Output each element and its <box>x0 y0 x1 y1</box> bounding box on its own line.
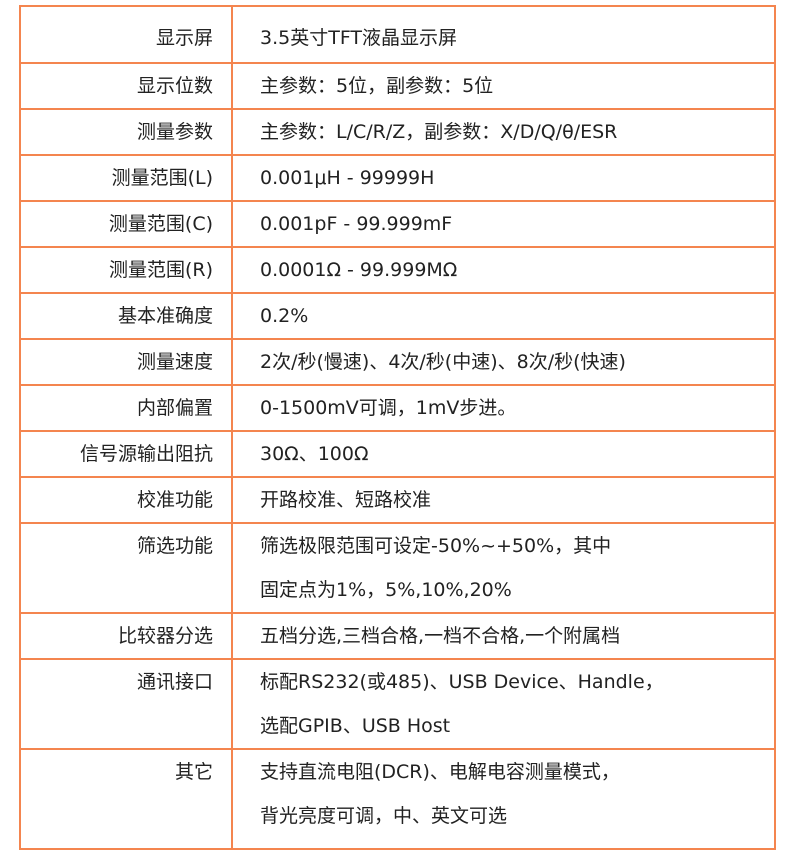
spec-value-cell: 0.001pF - 99.999mF <box>231 200 776 248</box>
spec-label-cell: 测量范围(C) <box>19 200 233 248</box>
spec-label: 信号源输出阻抗 <box>79 443 213 465</box>
spec-label-cell: 校准功能 <box>19 476 233 524</box>
spec-row: 筛选功能 筛选极限范围可设定-50%~+50%，其中 固定点为1%，5%,10%,2… <box>19 522 776 614</box>
spec-value-line: 固定点为1%，5%,10%,20% <box>260 579 512 601</box>
spec-label-cell: 显示位数 <box>19 62 233 110</box>
spec-label: 校准功能 <box>136 489 213 511</box>
spec-label: 测量速度 <box>136 351 213 373</box>
spec-row: 测量范围(C) 0.001pF - 99.999mF <box>19 200 776 248</box>
spec-label: 测量范围(R) <box>108 259 213 281</box>
spec-value-line: 主参数：L/C/R/Z，副参数：X/D/Q/θ/ESR <box>260 121 618 143</box>
spec-label-cell: 测量速度 <box>19 338 233 386</box>
spec-value-line: 五档分选,三档合格,一档不合格,一个附属档 <box>260 625 621 647</box>
spec-row: 测量参数 主参数：L/C/R/Z，副参数：X/D/Q/θ/ESR <box>19 108 776 156</box>
spec-value-cell: 标配RS232(或485)、USB Device、Handle， 选配GPIB、U… <box>231 658 776 750</box>
spec-label-cell: 通讯接口 <box>19 658 233 750</box>
spec-label: 显示屏 <box>155 27 213 49</box>
spec-value-line: 支持直流电阻(DCR)、电解电容测量模式， <box>260 761 620 783</box>
spec-label-cell: 筛选功能 <box>19 522 233 614</box>
spec-label: 显示位数 <box>136 75 213 97</box>
spec-label: 其它 <box>174 761 213 783</box>
spec-label-cell: 基本准确度 <box>19 292 233 340</box>
spec-value-line: 0.2% <box>260 305 309 327</box>
spec-label: 通讯接口 <box>136 671 213 693</box>
spec-value-cell: 0.001μH - 99999H <box>231 154 776 202</box>
spec-row: 内部偏置 0-1500mV可调，1mV步进。 <box>19 384 776 432</box>
spec-value-cell: 支持直流电阻(DCR)、电解电容测量模式， 背光亮度可调，中、英文可选 <box>231 748 776 850</box>
spec-value-cell: 五档分选,三档合格,一档不合格,一个附属档 <box>231 612 776 660</box>
spec-value-cell: 主参数：L/C/R/Z，副参数：X/D/Q/θ/ESR <box>231 108 776 156</box>
spec-value-line: 30Ω、100Ω <box>260 443 369 465</box>
spec-row: 其它 支持直流电阻(DCR)、电解电容测量模式， 背光亮度可调，中、英文可选 <box>19 748 776 850</box>
spec-value-line: 主参数：5位，副参数：5位 <box>260 75 494 97</box>
spec-row: 测量速度 2次/秒(慢速)、4次/秒(中速)、8次/秒(快速) <box>19 338 776 386</box>
spec-label: 内部偏置 <box>136 397 213 419</box>
spec-value-line: 3.5英寸TFT液晶显示屏 <box>260 27 458 49</box>
spec-row: 测量范围(L) 0.001μH - 99999H <box>19 154 776 202</box>
spec-label: 比较器分选 <box>117 625 213 647</box>
spec-row: 信号源输出阻抗 30Ω、100Ω <box>19 430 776 478</box>
spec-value-cell: 3.5英寸TFT液晶显示屏 <box>231 5 776 64</box>
spec-label-cell: 显示屏 <box>19 5 233 64</box>
spec-label-cell: 比较器分选 <box>19 612 233 660</box>
spec-value-line: 0.001pF - 99.999mF <box>260 213 453 235</box>
spec-value-line: 2次/秒(慢速)、4次/秒(中速)、8次/秒(快速) <box>260 351 626 373</box>
spec-value-line: 背光亮度可调，中、英文可选 <box>260 805 508 827</box>
spec-label-cell: 测量范围(R) <box>19 246 233 294</box>
spec-value-cell: 主参数：5位，副参数：5位 <box>231 62 776 110</box>
spec-value-cell: 0.0001Ω - 99.999MΩ <box>231 246 776 294</box>
spec-label-cell: 测量范围(L) <box>19 154 233 202</box>
spec-label-cell: 信号源输出阻抗 <box>19 430 233 478</box>
spec-row: 通讯接口 标配RS232(或485)、USB Device、Handle， 选配GP… <box>19 658 776 750</box>
spec-label-cell: 其它 <box>19 748 233 850</box>
spec-label: 测量参数 <box>136 121 213 143</box>
spec-label: 测量范围(L) <box>111 167 213 189</box>
spec-row: 显示屏 3.5英寸TFT液晶显示屏 <box>19 5 776 64</box>
spec-value-cell: 2次/秒(慢速)、4次/秒(中速)、8次/秒(快速) <box>231 338 776 386</box>
spec-label: 基本准确度 <box>117 305 213 327</box>
spec-value-cell: 开路校准、短路校准 <box>231 476 776 524</box>
spec-row: 测量范围(R) 0.0001Ω - 99.999MΩ <box>19 246 776 294</box>
spec-value-cell: 30Ω、100Ω <box>231 430 776 478</box>
spec-label-cell: 测量参数 <box>19 108 233 156</box>
spec-value-line: 选配GPIB、USB Host <box>260 715 451 737</box>
spec-value-line: 筛选极限范围可设定-50%~+50%，其中 <box>260 535 612 557</box>
spec-row: 校准功能 开路校准、短路校准 <box>19 476 776 524</box>
spec-label: 筛选功能 <box>136 535 213 557</box>
spec-row: 比较器分选 五档分选,三档合格,一档不合格,一个附属档 <box>19 612 776 660</box>
spec-value-line: 开路校准、短路校准 <box>260 489 432 511</box>
spec-value-cell: 0.2% <box>231 292 776 340</box>
spec-value-line: 标配RS232(或485)、USB Device、Handle， <box>260 671 664 693</box>
spec-value-line: 0.0001Ω - 99.999MΩ <box>260 259 458 281</box>
spec-value-line: 0.001μH - 99999H <box>260 167 435 189</box>
spec-value-line: 0-1500mV可调，1mV步进。 <box>260 397 517 419</box>
spec-table: 显示屏 3.5英寸TFT液晶显示屏显示位数 主参数：5位，副参数：5位测量参数 主参数… <box>19 5 776 850</box>
spec-row: 显示位数 主参数：5位，副参数：5位 <box>19 62 776 110</box>
spec-row: 基本准确度 0.2% <box>19 292 776 340</box>
spec-value-cell: 0-1500mV可调，1mV步进。 <box>231 384 776 432</box>
spec-value-cell: 筛选极限范围可设定-50%~+50%，其中 固定点为1%，5%,10%,20% <box>231 522 776 614</box>
spec-label: 测量范围(C) <box>108 213 213 235</box>
spec-label-cell: 内部偏置 <box>19 384 233 432</box>
